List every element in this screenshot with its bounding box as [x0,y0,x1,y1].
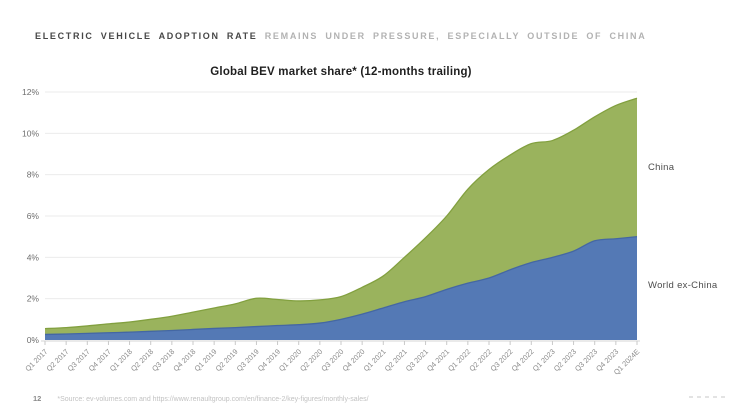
y-axis-tick-label: 6% [27,211,40,221]
source-note: *Source: ev-volumes.com and https://www.… [57,396,369,403]
page-number: 12 [33,394,42,403]
series-label-china: China [648,162,675,173]
y-axis-tick-label: 12% [22,87,39,97]
edge-china [44,97,638,330]
slide-title: ELECTRIC VEHICLE ADOPTION RATE REMAINS U… [35,31,646,41]
y-axis-tick-label: 8% [27,170,40,180]
chart-title: Global BEV market share* (12-months trai… [210,66,472,78]
area-world-ex-china [45,236,637,340]
series-label-world-ex-china: World ex-China [648,280,718,291]
slide-title-rest: REMAINS UNDER PRESSURE, ESPECIALLY OUTSI… [257,31,647,41]
y-axis-tick-label: 2% [27,294,40,304]
y-axis-tick-label: 4% [27,252,40,262]
slide-title-emphasis: ELECTRIC VEHICLE ADOPTION RATE [35,31,258,41]
y-axis-tick-label: 10% [22,128,39,138]
axes [41,340,640,345]
area-china [45,98,637,335]
watermark-logo [689,396,725,398]
area-series [44,97,638,340]
y-axis-tick-label: 0% [27,335,40,345]
footer: 12 *Source: ev-volumes.com and https://ww… [33,394,369,403]
edge-world-ex-china [44,236,638,336]
